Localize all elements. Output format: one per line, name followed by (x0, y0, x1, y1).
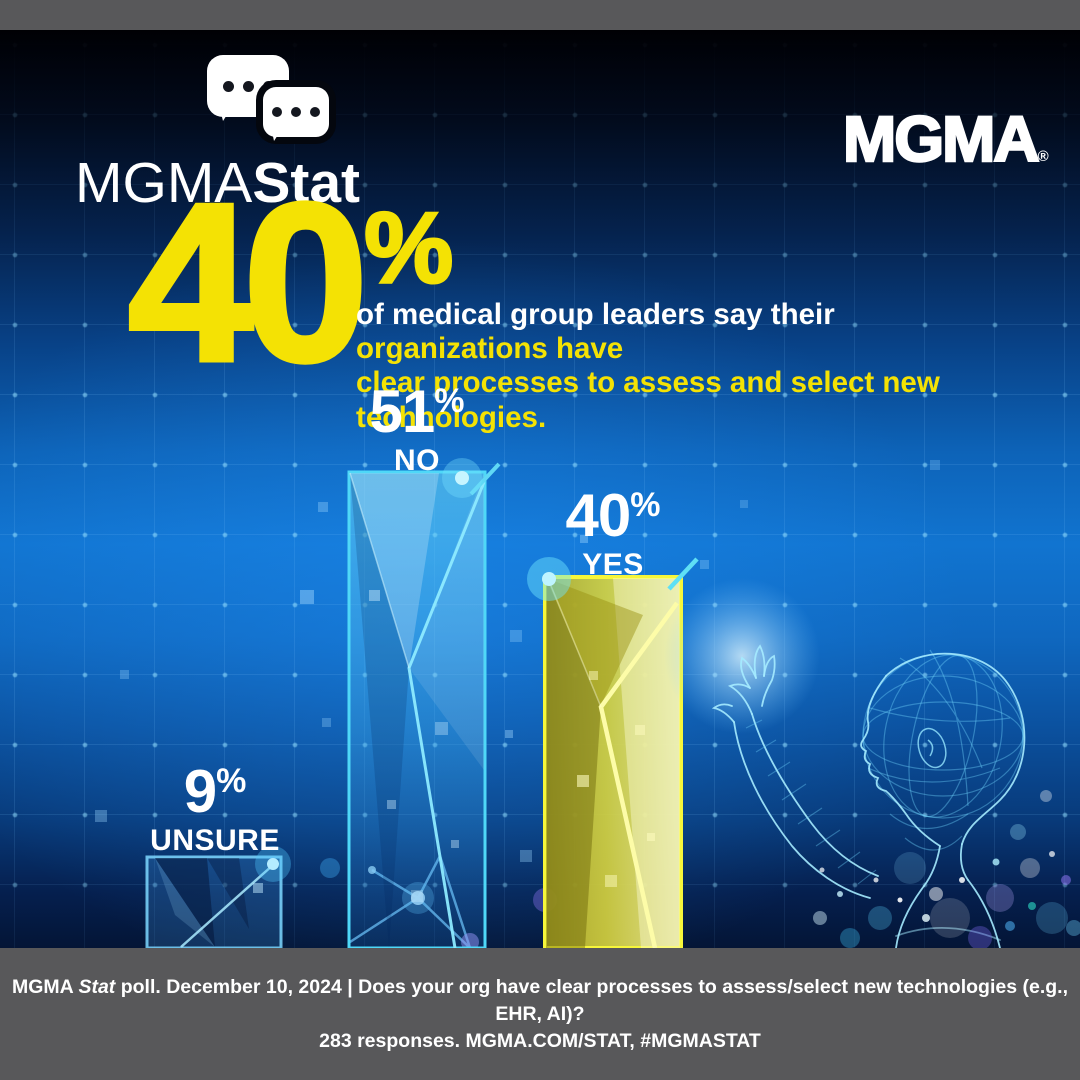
footer-caption: MGMA Stat poll. December 10, 2024 | Does… (0, 948, 1080, 1080)
footer-line2: 283 responses. MGMA.COM/STAT, #MGMASTAT (319, 1029, 761, 1052)
mgma-stat-wordmark: MGMAStat (75, 151, 361, 215)
mgma-stat-logo: MGMAStat (75, 55, 395, 215)
headline-stat: 40% (125, 167, 455, 397)
wireframe-human-figure (664, 578, 1080, 948)
registered-mark: ® (1037, 148, 1049, 165)
chart-background: MGMAStat MGMA® 40% of medical group lead… (0, 30, 1080, 948)
bar-label-yes: 40% YES (565, 482, 661, 582)
background-grid (0, 30, 1080, 948)
top-frame-bar (0, 0, 1080, 30)
bar-yes (527, 557, 699, 948)
headline-description: of medical group leaders say their organ… (356, 298, 940, 434)
bar-unsure (145, 846, 291, 948)
headline-percent: % (363, 191, 455, 306)
bar-label-no: 51% NO (369, 378, 465, 478)
mgma-logo: MGMA® (842, 102, 1049, 177)
headline-value: 40 (125, 156, 370, 408)
chat-bubble-small-icon (263, 87, 329, 141)
footer-line1: MGMA Stat poll. December 10, 2024 | Does… (12, 976, 1068, 1025)
bar-no (347, 458, 501, 948)
bar-label-unsure: 9% UNSURE (150, 758, 280, 858)
